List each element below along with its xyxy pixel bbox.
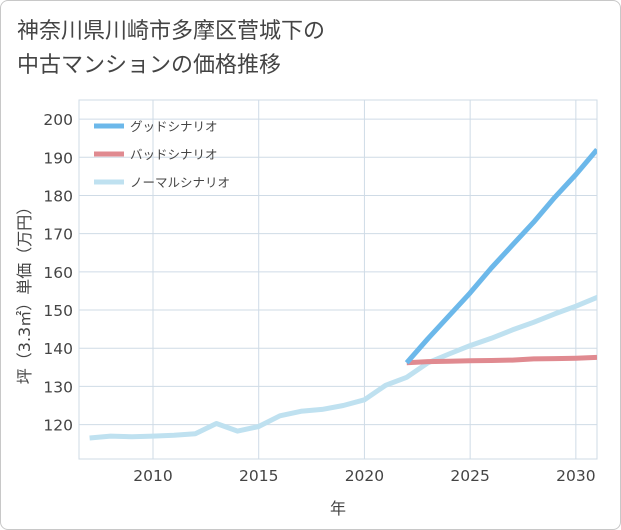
- x-tick-label: 2030: [556, 467, 595, 485]
- legend-item-1[interactable]: バッドシナリオ: [94, 147, 218, 162]
- series-line-0: [404, 147, 597, 365]
- plot-border: [78, 99, 598, 460]
- legend-label: ノーマルシナリオ: [130, 175, 230, 190]
- y-tick-label: 160: [43, 264, 73, 282]
- legend-label: グッドシナリオ: [130, 119, 218, 134]
- series-line-1: [406, 354, 597, 366]
- chart-title: 神奈川県川崎市多摩区菅城下の 中古マンションの価格推移: [17, 15, 325, 83]
- y-tick-label: 120: [43, 417, 73, 435]
- x-tick-label: 2015: [239, 467, 278, 485]
- series-lines: [89, 147, 597, 441]
- grid: [78, 99, 598, 460]
- series-line-2: [89, 294, 597, 441]
- legend-item-0[interactable]: グッドシナリオ: [94, 119, 218, 134]
- legend-label: バッドシナリオ: [130, 147, 218, 162]
- y-tick-label: 140: [43, 340, 73, 358]
- x-tick-label: 2020: [345, 467, 384, 485]
- x-axis-label: 年: [330, 499, 346, 518]
- x-tick-label: 2025: [450, 467, 489, 485]
- chart-title-line-1: 神奈川県川崎市多摩区菅城下の: [17, 19, 326, 44]
- y-tick-label: 180: [43, 187, 73, 205]
- y-axis-label: 坪（3.3㎡）単価（万円）: [15, 199, 34, 384]
- y-tick-label: 130: [43, 378, 73, 396]
- x-tick-label: 2010: [133, 467, 172, 485]
- chart-title-line-2: 中古マンションの価格推移: [17, 53, 282, 78]
- y-tick-label: 150: [43, 302, 73, 320]
- legend-item-2[interactable]: ノーマルシナリオ: [94, 175, 230, 190]
- x-tick-labels: 2010 2015 2020 2025 2030: [133, 467, 595, 485]
- y-tick-labels: 120 130 140 150 160 170 180 190 200: [43, 111, 73, 435]
- y-tick-label: 170: [43, 226, 73, 244]
- y-tick-label: 200: [43, 111, 73, 129]
- y-tick-label: 190: [43, 149, 73, 167]
